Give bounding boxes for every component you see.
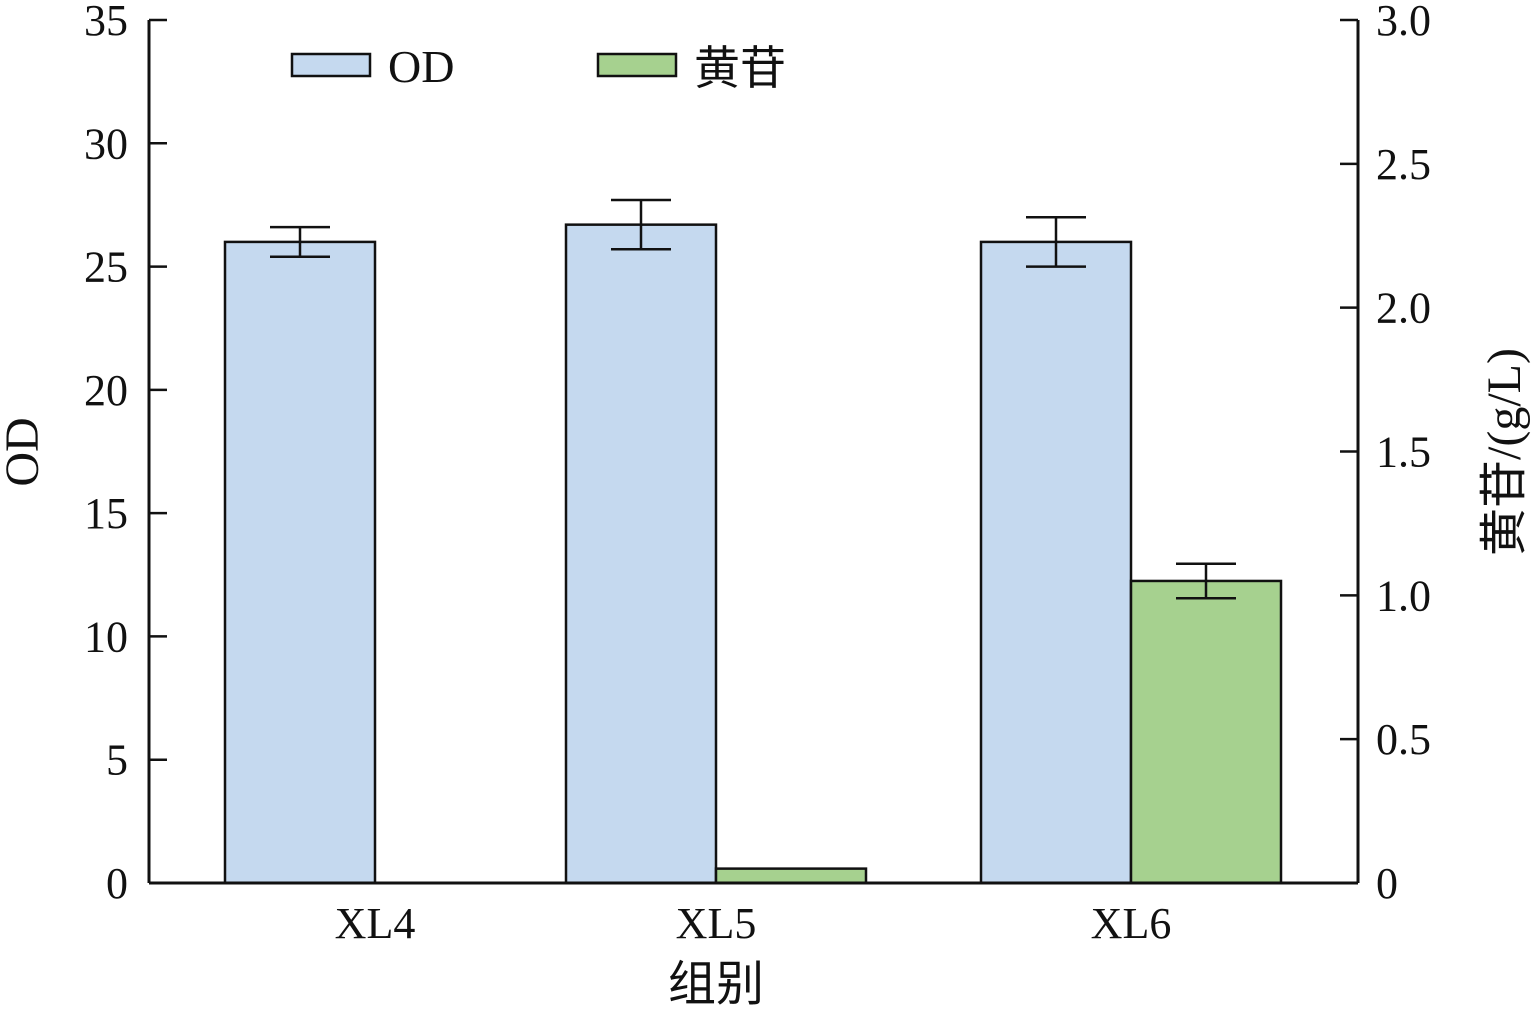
y-axis-label-right: 黄苷/(g/L) [1478,348,1531,556]
legend-swatch-xanthosine [596,52,678,78]
y-tick-label-right: 2.0 [1376,284,1431,333]
x-tick-label: XL6 [1091,899,1172,948]
x-tick-label: XL4 [335,899,416,948]
y-tick-label-right: 1.5 [1376,428,1431,477]
y-tick-label-left: 35 [84,0,128,45]
error-bar-od-xl4 [270,225,330,258]
y-tick-label-left: 0 [106,859,128,908]
error-bar-xanthosine-xl6 [1176,562,1236,600]
x-tick-label: XL5 [676,899,757,948]
y-tick-label-right: 0 [1376,859,1398,908]
bar-xanthosine-xl5 [714,867,868,885]
y-tick-label-left: 5 [106,736,128,785]
bar-od-xl5 [564,223,718,885]
y-tick-label-left: 20 [84,366,128,415]
y-tick-label-left: 30 [84,119,128,168]
legend: OD 黄苷 [290,41,786,94]
plot-area [223,198,1283,885]
y-tick-label-right: 1.0 [1376,571,1431,620]
y-axis-label-left: OD [0,417,49,486]
bar-od-xl4 [223,240,377,885]
bar-od-xl6 [979,240,1133,885]
y-tick-label-right: 3.0 [1376,0,1431,45]
bar-xanthosine-xl6 [1129,579,1283,885]
x-axis-label: 组别 [668,958,764,1010]
error-bar-od-xl5 [611,198,671,251]
legend-label-xanthosine: 黄苷 [694,43,786,94]
y-tick-label-left: 15 [84,489,128,538]
error-bar-od-xl6 [1026,216,1086,268]
y-tick-label-right: 0.5 [1376,715,1431,764]
y-tick-label-left: 25 [84,243,128,292]
y-tick-label-right: 2.5 [1376,140,1431,189]
y-tick-label-left: 10 [84,612,128,661]
axes: XL4 XL5 XL6 0 5 10 15 20 25 30 35 0 0.5 1.0 1.5 2.0 2.5 3… [84,0,1431,948]
legend-swatch-od [290,52,372,78]
legend-label-od: OD [388,41,454,92]
